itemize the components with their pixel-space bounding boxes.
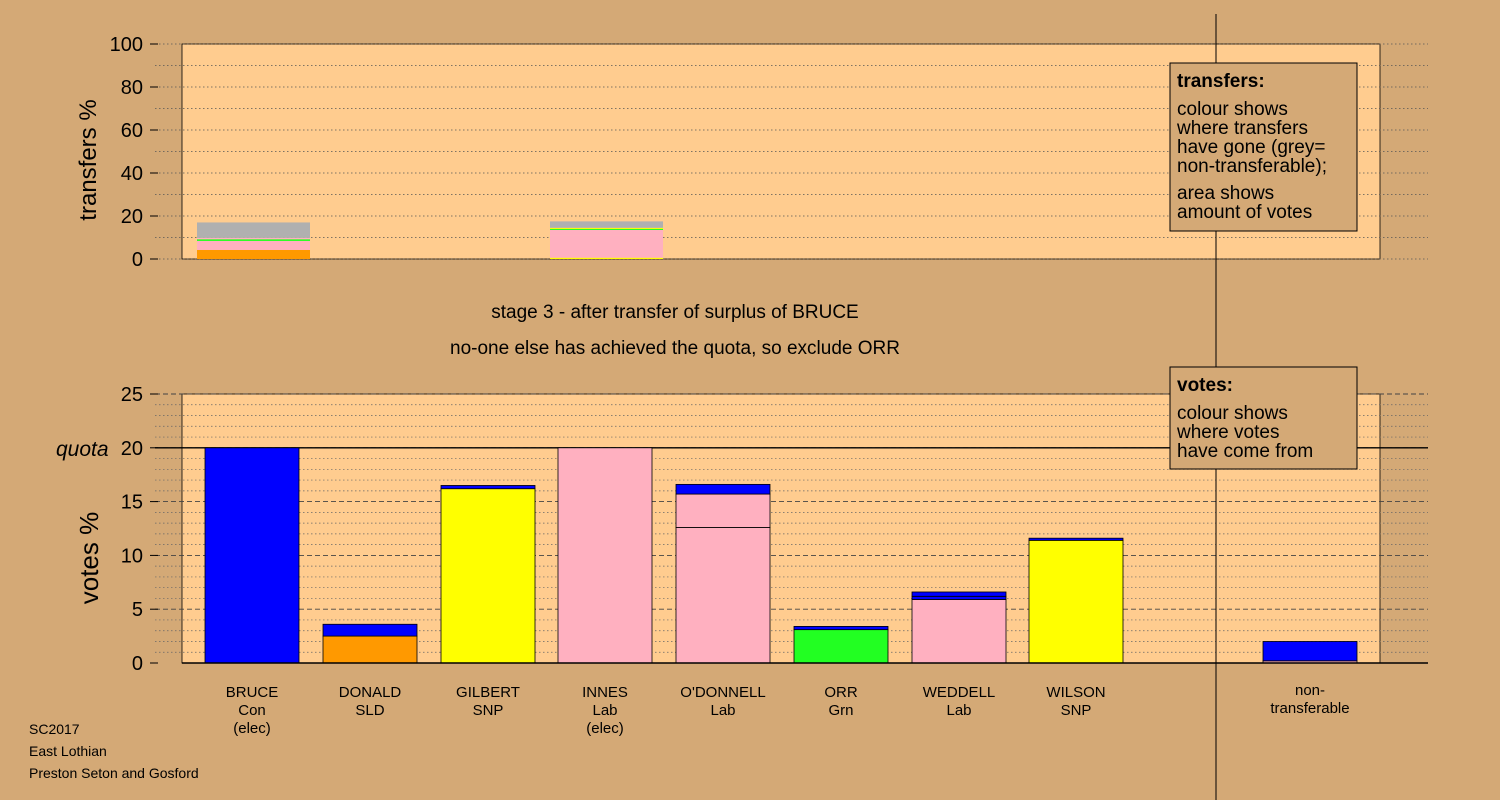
nontransferable-label: non- (1295, 682, 1325, 699)
candidate-label: INNES (582, 684, 628, 701)
candidate-label: SNP (473, 702, 504, 719)
votes-legend-title: votes: (1177, 375, 1233, 396)
transfer-segment (550, 257, 663, 259)
transfers-legend-title: transfers: (1177, 71, 1265, 92)
votes-y-ticks: 0 5 10 15 20 25 (121, 384, 158, 675)
vote-segment (675, 527, 771, 664)
candidate-label: SLD (355, 702, 384, 719)
candidate-label: BRUCE (226, 684, 279, 701)
transfers-legend-line: area shows (1177, 183, 1274, 204)
votes-bars (182, 447, 1428, 664)
transfers-y-tick-label: 20 (121, 206, 143, 228)
votes-y-tick-label: 5 (132, 599, 143, 621)
transfers-y-tick-label: 80 (121, 77, 143, 99)
vote-segment (204, 447, 300, 664)
votes-y-tick-label: 10 (121, 545, 143, 567)
vote-segment (1028, 537, 1124, 541)
transfer-segment (550, 235, 663, 258)
candidate-label: WEDDELL (923, 684, 996, 701)
stage-note: no-one else has achieved the quota, so e… (450, 338, 900, 359)
transfer-segment (197, 222, 310, 238)
votes-y-tick-label: 15 (121, 492, 143, 514)
vote-segment (440, 485, 536, 490)
vote-segment (911, 595, 1007, 600)
candidate-label: O'DONNELL (680, 684, 765, 701)
transfers-bars (197, 221, 663, 259)
quota-label: quota (56, 438, 109, 461)
candidate-label: Con (238, 702, 266, 719)
candidate-label: WILSON (1046, 684, 1105, 701)
vote-segment (793, 629, 889, 664)
transfer-segment (197, 249, 310, 259)
transfer-segment (550, 228, 663, 230)
votes-legend-line: where votes (1176, 422, 1279, 443)
footer: SC2017 East Lothian Preston Seton and Gosf… (29, 721, 199, 781)
candidate-label: Grn (828, 702, 853, 719)
nontransferable-label: transferable (1270, 700, 1349, 717)
transfers-legend-line: have gone (grey= (1177, 137, 1325, 158)
votes-y-tick-label: 25 (121, 384, 143, 406)
transfer-segment (550, 229, 663, 236)
vote-segment (1262, 641, 1358, 662)
transfers-legend-box (1169, 62, 1358, 232)
candidate-label: ORR (824, 684, 858, 701)
transfers-y-tick-label: 60 (121, 120, 143, 142)
candidate-label: GILBERT (456, 684, 520, 701)
votes-legend-line: have come from (1177, 441, 1313, 462)
vote-segment (675, 483, 771, 495)
transfers-y-axis-label: transfers % (75, 99, 102, 220)
footer-line: Preston Seton and Gosford (29, 765, 199, 781)
vote-segment (675, 493, 771, 528)
footer-line: East Lothian (29, 743, 107, 759)
vote-segment (557, 447, 653, 664)
votes-legend-line: colour shows (1177, 403, 1288, 424)
footer-line: SC2017 (29, 721, 80, 737)
vote-segment (911, 591, 1007, 597)
vote-segment (1028, 539, 1124, 664)
candidate-label: Lab (946, 702, 971, 719)
candidate-label: (elec) (233, 720, 271, 737)
stage-heading: stage 3 - after transfer of surplus of B… (491, 302, 859, 323)
transfer-segment (550, 227, 663, 229)
votes-y-tick-label: 0 (132, 653, 143, 675)
transfers-y-tick-label: 40 (121, 163, 143, 185)
candidate-label: Lab (592, 702, 617, 719)
transfers-legend-line: where transfers (1176, 118, 1308, 139)
votes-y-axis-label: votes % (74, 512, 104, 605)
vote-segment (440, 488, 536, 664)
candidate-label: DONALD (339, 684, 402, 701)
vote-segment (322, 635, 418, 664)
candidate-labels: BRUCECon(elec)DONALDSLDGILBERTSNPINNESLa… (226, 682, 1350, 737)
transfer-segment (550, 221, 663, 228)
transfers-y-tick-label: 100 (110, 34, 143, 56)
candidate-label: Lab (710, 702, 735, 719)
transfers-legend-line: amount of votes (1177, 202, 1312, 223)
transfers-y-tick-label: 0 (132, 249, 143, 271)
votes-legend-box (1169, 366, 1358, 470)
transfers-y-ticks: 0 20 40 60 80 100 (110, 34, 158, 271)
candidate-label: SNP (1061, 702, 1092, 719)
votes-y-tick-label: 20 (121, 438, 143, 460)
transfer-segment (197, 240, 310, 250)
transfers-legend-line: colour shows (1177, 99, 1288, 120)
transfers-legend-line: non-transferable); (1177, 156, 1327, 177)
vote-segment (793, 626, 889, 631)
candidate-label: (elec) (586, 720, 624, 737)
transfer-segment (197, 237, 310, 240)
vote-segment (322, 623, 418, 637)
vote-segment (911, 599, 1007, 664)
transfer-segment (197, 239, 310, 241)
